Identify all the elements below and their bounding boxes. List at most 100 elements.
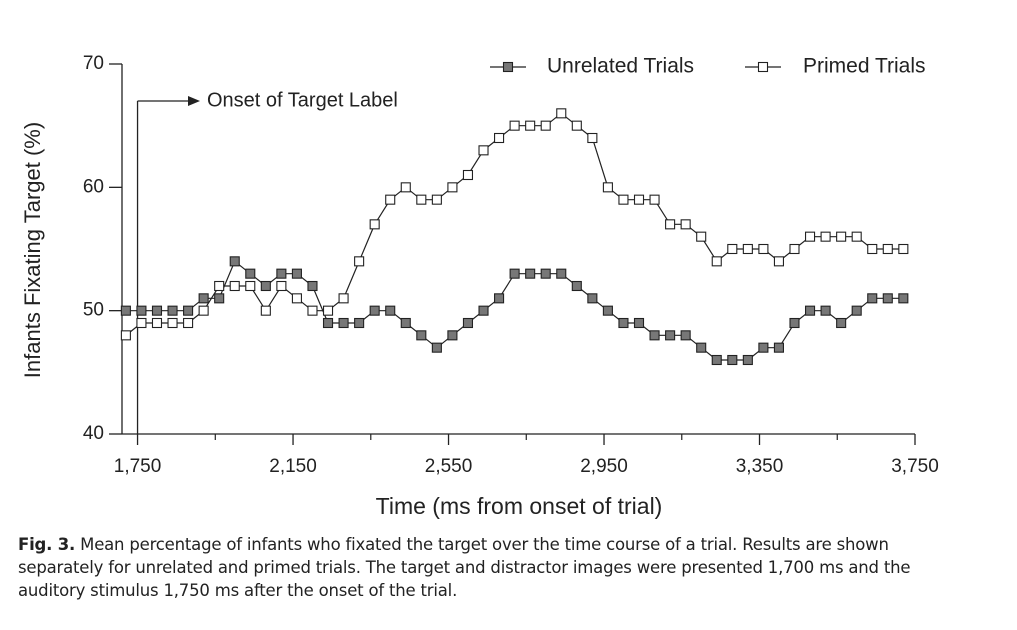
series-line xyxy=(125,112,904,336)
marker xyxy=(462,317,474,329)
marker xyxy=(276,280,287,292)
caption-label: Fig. 3. xyxy=(18,535,76,554)
marker xyxy=(276,268,287,279)
marker xyxy=(711,256,722,267)
marker xyxy=(727,243,738,255)
marker xyxy=(680,219,691,230)
caption-text: Mean percentage of infants who fixated t… xyxy=(18,535,911,600)
marker xyxy=(836,317,847,329)
marker xyxy=(431,342,442,353)
marker xyxy=(245,280,256,292)
marker xyxy=(898,243,909,255)
marker xyxy=(587,132,598,144)
marker xyxy=(214,280,225,292)
marker xyxy=(369,219,380,230)
marker xyxy=(898,293,909,304)
marker xyxy=(540,268,551,279)
marker xyxy=(416,330,427,341)
marker xyxy=(447,182,458,193)
marker xyxy=(229,256,240,267)
marker xyxy=(882,243,893,255)
marker xyxy=(291,268,302,279)
marker xyxy=(758,342,769,353)
marker xyxy=(478,145,489,156)
marker xyxy=(385,305,396,316)
x-tick-label: 3,750 xyxy=(891,456,939,477)
x-tick-label: 3,350 xyxy=(736,456,784,477)
marker xyxy=(727,354,738,366)
marker xyxy=(618,317,629,329)
marker xyxy=(571,280,582,292)
marker xyxy=(587,293,598,304)
marker xyxy=(198,305,209,316)
x-tick-label: 2,550 xyxy=(425,456,473,477)
y-tick-label: 70 xyxy=(83,53,104,74)
marker xyxy=(556,268,567,279)
y-axis-title: Infants Fixating Target (%) xyxy=(20,122,45,378)
marker xyxy=(633,194,645,205)
marker xyxy=(322,305,334,316)
marker xyxy=(649,194,660,205)
marker xyxy=(167,317,178,329)
marker xyxy=(322,317,334,329)
marker xyxy=(649,330,660,341)
legend-label: Primed Trials xyxy=(803,55,926,78)
marker xyxy=(416,194,427,205)
arrowhead xyxy=(188,96,200,106)
marker xyxy=(136,305,147,316)
caption: Fig. 3. Mean percentage of infants who f… xyxy=(18,533,963,602)
marker xyxy=(758,243,769,255)
marker xyxy=(742,243,753,255)
marker xyxy=(773,256,784,267)
marker xyxy=(525,268,536,279)
marker xyxy=(494,293,505,304)
marker xyxy=(742,354,753,366)
marker xyxy=(789,243,800,255)
marker xyxy=(431,194,442,205)
marker xyxy=(525,120,536,131)
x-tick-label: 2,950 xyxy=(580,456,628,477)
marker xyxy=(338,317,349,329)
marker xyxy=(385,194,396,205)
marker xyxy=(711,354,722,366)
marker xyxy=(183,305,194,316)
marker xyxy=(696,342,707,353)
marker xyxy=(509,120,520,131)
marker xyxy=(229,280,240,292)
marker xyxy=(618,194,629,205)
marker xyxy=(369,305,380,316)
marker xyxy=(354,256,365,267)
y-tick-label: 50 xyxy=(83,300,104,321)
x-tick-label: 2,150 xyxy=(269,456,317,477)
marker xyxy=(198,293,209,304)
marker xyxy=(851,231,862,242)
marker xyxy=(820,231,831,242)
marker xyxy=(354,317,365,329)
x-tick-label: 1,750 xyxy=(114,456,162,477)
legend-marker xyxy=(502,61,514,73)
marker xyxy=(540,120,551,131)
marker xyxy=(867,293,878,304)
marker xyxy=(509,268,520,279)
marker xyxy=(602,182,613,193)
y-tick-label: 60 xyxy=(83,176,104,197)
marker xyxy=(462,169,474,181)
marker xyxy=(291,293,302,304)
marker xyxy=(494,132,505,144)
marker xyxy=(665,219,676,230)
marker xyxy=(804,305,816,316)
y-tick-label: 40 xyxy=(83,423,104,444)
marker xyxy=(214,293,225,304)
marker xyxy=(556,108,567,119)
marker xyxy=(120,330,131,341)
marker xyxy=(307,305,318,316)
marker xyxy=(571,120,582,131)
marker xyxy=(400,182,411,193)
annotation-text: Onset of Target Label xyxy=(207,89,398,111)
marker xyxy=(773,342,784,353)
marker xyxy=(836,231,847,242)
marker xyxy=(400,317,411,329)
marker xyxy=(338,293,349,304)
marker xyxy=(136,317,147,329)
